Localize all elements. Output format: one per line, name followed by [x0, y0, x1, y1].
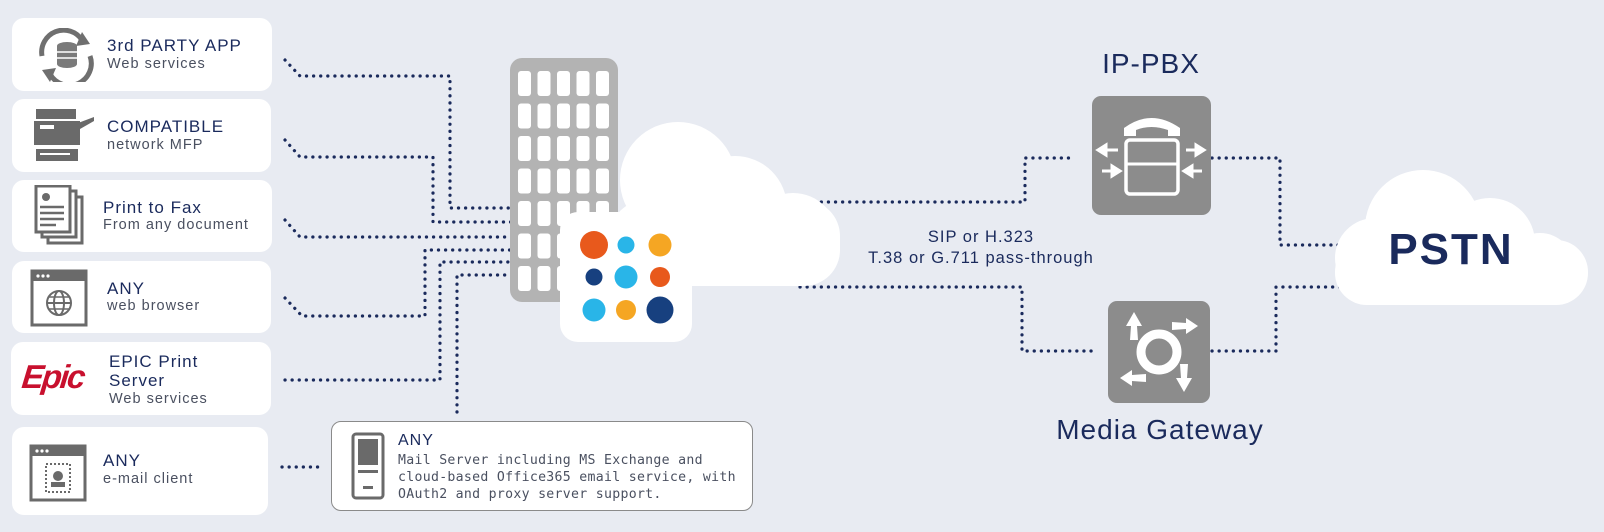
pbx-phone-icon [1092, 96, 1211, 215]
building-window [576, 136, 590, 161]
source-subtitle: Web services [107, 56, 206, 72]
protocol-line1: SIP or H.323 [927, 228, 1035, 246]
source-title: ANY [107, 279, 145, 298]
building-window [576, 71, 590, 96]
building-window [537, 168, 551, 194]
source-subtitle: network MFP [107, 137, 204, 153]
documents-icon [34, 185, 84, 245]
mail-server-title: ANY [398, 432, 434, 449]
source-title: Print to Fax [103, 198, 202, 217]
building-window [557, 71, 570, 96]
building-window [518, 71, 531, 96]
building-window [596, 71, 609, 96]
source-subtitle: Web services [109, 391, 208, 407]
building-window [576, 168, 590, 194]
building-window [518, 103, 531, 129]
connection-lines-right [798, 156, 1342, 353]
building-window [518, 201, 531, 226]
building-window [576, 103, 590, 129]
building-window [557, 103, 570, 129]
source-card-print-to-fax[interactable]: Print to Fax From any document [12, 180, 272, 252]
protocol-line2: T.38 or G.711 pass-through [868, 249, 1094, 267]
building-window [537, 233, 551, 259]
building-window [596, 168, 609, 194]
source-card-3rd-party-app[interactable]: 3rd PARTY APP Web services [12, 18, 272, 91]
building-window [537, 71, 551, 96]
building-window [518, 233, 531, 259]
connection-lines-left [280, 58, 514, 469]
source-title: 3rd PARTY APP [107, 36, 242, 55]
building-window [518, 168, 531, 194]
source-card-email-client[interactable]: ANY e-mail client [12, 427, 268, 515]
source-subtitle: From any document [103, 217, 249, 233]
building-window [596, 103, 609, 129]
source-title-line1: EPIC Print [109, 352, 199, 371]
building-window [537, 136, 551, 161]
building-window [537, 103, 551, 129]
building-window [518, 266, 531, 291]
server-tower-icon [351, 432, 385, 500]
source-title: COMPATIBLE [107, 117, 225, 136]
source-subtitle: e-mail client [103, 471, 194, 487]
email-window-icon [29, 444, 87, 502]
building-window [557, 136, 570, 161]
building-window [518, 136, 531, 161]
source-card-compatible-mfp[interactable]: COMPATIBLE network MFP [12, 99, 271, 172]
ip-pbx-label: IP-PBX [1102, 48, 1200, 79]
epic-logo: Epic [20, 358, 86, 395]
source-card-web-browser[interactable]: ANY web browser [12, 261, 271, 333]
web-browser-icon [30, 269, 88, 327]
building-window [537, 201, 551, 226]
source-title: ANY [103, 451, 141, 470]
media-gateway-label: Media Gateway [1056, 414, 1264, 445]
fax-server-app-icon [560, 212, 692, 342]
source-subtitle: web browser [107, 298, 201, 314]
source-title-line2: Server [109, 371, 166, 390]
protocol-label: SIP or H.323 T.38 or G.711 pass-through [846, 227, 1116, 269]
source-card-epic-print-server[interactable]: Epic EPIC Print Server Web services [11, 342, 271, 415]
mail-server-description: Mail Server including MS Exchange and cl… [398, 453, 736, 502]
building-window [557, 168, 570, 194]
sync-database-icon [39, 28, 94, 82]
pstn-label: PSTN [1388, 225, 1514, 274]
gateway-arrows-icon [1108, 301, 1210, 403]
cloud-icon [1335, 170, 1588, 305]
building-window [596, 136, 609, 161]
mail-server-box[interactable]: ANY Mail Server including MS Exchange an… [331, 421, 753, 511]
printer-mfp-icon [34, 109, 94, 161]
building-window [537, 266, 551, 291]
